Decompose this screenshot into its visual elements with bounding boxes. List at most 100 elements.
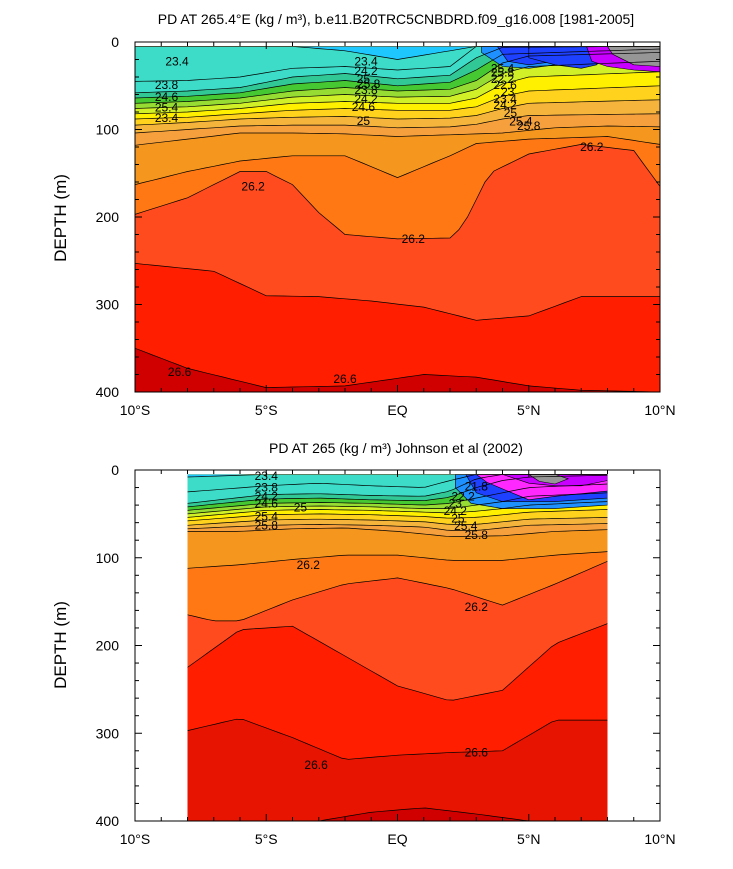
contour-label: 23.4 bbox=[354, 54, 378, 68]
y-tick-label: 300 bbox=[96, 725, 120, 741]
contour-label: 24.2 bbox=[444, 504, 468, 518]
y-tick-label: 400 bbox=[96, 384, 120, 400]
field-clip bbox=[135, 46, 660, 392]
contour-label: 25 bbox=[294, 501, 308, 515]
contour-label: 25.4 bbox=[155, 101, 179, 115]
contour-label: 24.2 bbox=[255, 489, 279, 503]
x-tick-label: 5°S bbox=[255, 831, 278, 847]
contour-line bbox=[135, 144, 660, 240]
contour-label: 24.6 bbox=[255, 496, 279, 510]
contour-label: 25.8 bbox=[465, 528, 489, 542]
contour-label: 23.8 bbox=[155, 78, 179, 92]
x-tick-label: EQ bbox=[387, 831, 407, 847]
contour-label: 25.8 bbox=[517, 119, 541, 133]
y-tick-label: 100 bbox=[96, 550, 120, 566]
density-field: 23.4 23.423.824.224.62525.425.823.423.824… bbox=[135, 46, 660, 392]
contour-label: 22.6 bbox=[493, 78, 517, 92]
chart-panel-model: PD AT 265.4°E (kg / m³), b.e11.B20TRC5CN… bbox=[51, 11, 676, 418]
contour-line bbox=[135, 60, 660, 109]
contour-line bbox=[187, 483, 608, 511]
contour-line bbox=[135, 48, 660, 99]
contour-line bbox=[135, 136, 660, 185]
chart-title: PD AT 265 (kg / m³) Johnson et al (2002) bbox=[269, 440, 523, 456]
y-tick-labels: 0 100 200 300 400 bbox=[96, 34, 120, 400]
y-tick-label: 0 bbox=[111, 34, 119, 50]
contour-label: 23 bbox=[501, 85, 515, 99]
contour-label: 24.2 bbox=[493, 98, 517, 112]
field-clip bbox=[187, 474, 608, 821]
contour-line bbox=[187, 474, 608, 508]
chart-panel-observed: PD AT 265 (kg / m³) Johnson et al (2002)… bbox=[51, 440, 676, 847]
axis-ticks bbox=[134, 41, 661, 393]
contour-label: 26.6 bbox=[304, 758, 328, 772]
contour-label: 23.8 bbox=[354, 83, 378, 97]
x-tick-labels: 10°S 5°S EQ 5°N 10°N bbox=[120, 831, 676, 847]
contour-label: 25 bbox=[357, 72, 371, 86]
contour-label: 25 bbox=[357, 114, 371, 128]
x-tick-label: 10°N bbox=[644, 402, 675, 418]
contour-label: 25.4 bbox=[491, 61, 515, 75]
contour-label: 25.4 bbox=[509, 115, 533, 129]
y-axis-label: DEPTH (m) bbox=[51, 601, 70, 689]
contour-line bbox=[187, 517, 608, 526]
contour-label: 25.4 bbox=[454, 519, 478, 533]
x-tick-label: 10°N bbox=[644, 831, 675, 847]
contour-label: 26.6 bbox=[465, 746, 489, 760]
contour-label: 25.8 bbox=[357, 77, 381, 91]
y-tick-label: 300 bbox=[96, 297, 120, 313]
contour-label: 24.2 bbox=[354, 92, 378, 106]
contour-line bbox=[187, 509, 608, 522]
contour-label: 26.6 bbox=[333, 372, 357, 386]
density-band bbox=[135, 46, 660, 60]
density-band bbox=[187, 474, 608, 492]
contour-label: 24.6 bbox=[155, 90, 179, 104]
contour-line bbox=[135, 52, 660, 104]
contour-label: 26.2 bbox=[580, 140, 604, 154]
contour-line bbox=[135, 46, 660, 94]
density-field: 23.423.824.224.6 2525.425.821.822.22324.2… bbox=[187, 469, 608, 821]
contour-line bbox=[135, 71, 660, 115]
contour-line bbox=[135, 99, 660, 126]
x-tick-labels: 10°S 5°S EQ 5°N 10°N bbox=[120, 402, 676, 418]
contour-label: 21.8 bbox=[465, 480, 489, 494]
density-band bbox=[187, 474, 608, 477]
contour-line bbox=[187, 551, 608, 569]
contour-label: 22.2 bbox=[451, 489, 475, 503]
contour-label: 26.6 bbox=[168, 365, 192, 379]
contour-line bbox=[187, 501, 608, 518]
contour-line bbox=[135, 85, 660, 120]
y-tick-label: 200 bbox=[96, 209, 120, 225]
contour-line bbox=[187, 718, 608, 760]
contour-line bbox=[135, 113, 660, 134]
contour-label: 26.2 bbox=[297, 558, 321, 572]
contour-label: 25.4 bbox=[255, 510, 279, 524]
contour-line bbox=[135, 263, 660, 321]
chart-title: PD AT 265.4°E (kg / m³), b.e11.B20TRC5CN… bbox=[158, 11, 634, 27]
x-tick-label: 10°S bbox=[120, 831, 151, 847]
contour-line bbox=[187, 492, 608, 515]
x-tick-label: 5°N bbox=[517, 831, 541, 847]
density-band bbox=[135, 46, 660, 82]
contour-line bbox=[135, 347, 660, 392]
y-tick-label: 400 bbox=[96, 813, 120, 829]
contour-label: 22.2 bbox=[491, 72, 515, 86]
contour-label: 25.8 bbox=[491, 66, 515, 80]
contour-label: 24.2 bbox=[354, 64, 378, 78]
contour-line bbox=[135, 125, 660, 146]
y-tick-label: 0 bbox=[111, 462, 119, 478]
x-tick-label: 5°S bbox=[255, 402, 278, 418]
contour-line bbox=[187, 527, 608, 537]
x-tick-label: EQ bbox=[387, 402, 407, 418]
y-tick-label: 100 bbox=[96, 122, 120, 138]
contour-label: 25 bbox=[504, 106, 518, 120]
contour-label: 23.4 bbox=[155, 111, 179, 125]
contour-line bbox=[187, 560, 608, 622]
contour-label: 23 bbox=[449, 496, 463, 510]
y-tick-labels: 0 100 200 300 400 bbox=[96, 462, 120, 829]
contour-label: 23.4 bbox=[493, 92, 517, 106]
contour-label: 26.2 bbox=[402, 232, 426, 246]
contour-label: 23.8 bbox=[255, 481, 279, 495]
contour-label: 26.2 bbox=[465, 600, 489, 614]
y-axis-label: DEPTH (m) bbox=[51, 174, 70, 262]
